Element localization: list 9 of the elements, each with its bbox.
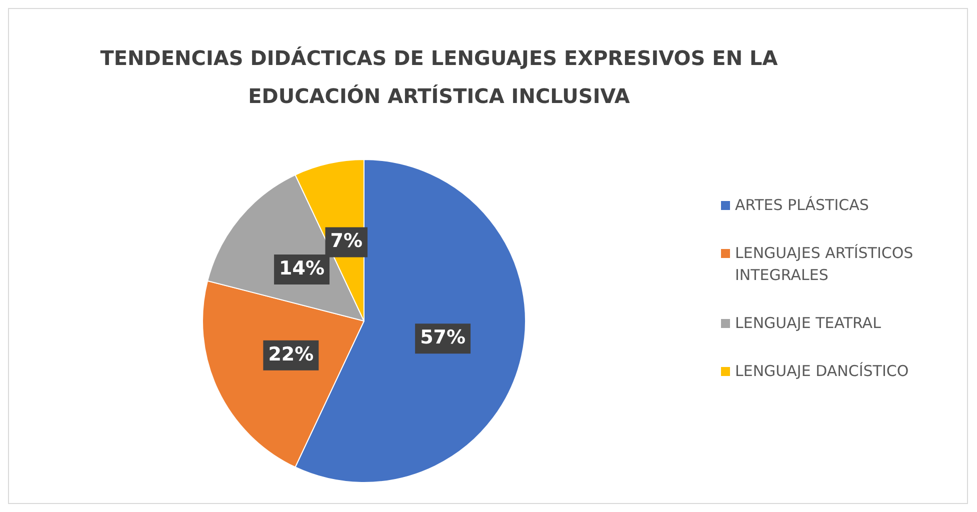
- data-label: 22%: [268, 343, 314, 366]
- legend-label: LENGUAJE DANCÍSTICO: [735, 361, 909, 382]
- data-label: 57%: [420, 326, 466, 349]
- data-label: 14%: [279, 257, 325, 280]
- chart-title: TENDENCIAS DIDÁCTICAS DE LENGUAJES EXPRESIVOS EN LA EDUCACIÓN ARTÍSTICA INCLUSIVA: [99, 45, 779, 110]
- legend-label: LENGUAJES ARTÍSTICOS INTEGRALES: [735, 243, 914, 286]
- data-label: 7%: [330, 230, 363, 252]
- legend-label: LENGUAJE TEATRAL: [735, 313, 881, 334]
- legend-label: ARTES PLÁSTICAS: [735, 195, 869, 216]
